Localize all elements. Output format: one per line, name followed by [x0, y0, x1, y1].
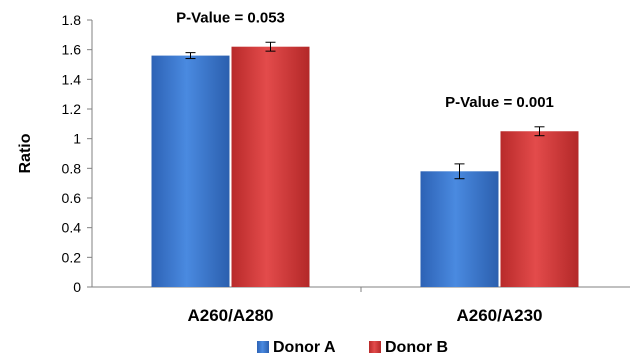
- p-value-annotation: P-Value = 0.001: [445, 94, 554, 111]
- y-tick-label: 0.6: [62, 190, 82, 206]
- p-value-annotation: P-Value = 0.053: [176, 9, 285, 26]
- y-tick-label: 1.2: [62, 101, 82, 117]
- plot-area: 0 0.2 0.4 0.6 0.8 1 1.2 1.4 1.6 1.8 Ratio A260/A280…: [17, 9, 630, 325]
- bar-donor-a: [420, 171, 499, 287]
- bar-donor-a: [151, 55, 230, 287]
- x-tick-label: A260/A230: [456, 306, 542, 325]
- y-tick-label: 1.6: [62, 42, 82, 58]
- legend-swatch-donor-a: [257, 341, 269, 353]
- y-tick-label: 1.4: [62, 71, 82, 87]
- y-tick-label: 1: [73, 131, 81, 147]
- legend-label-donor-b: Donor B: [385, 339, 448, 356]
- bar-donor-b: [231, 46, 310, 288]
- y-tick-label: 1.8: [62, 12, 82, 28]
- y-axis-title: Ratio: [17, 133, 34, 173]
- legend: Donor A Donor B: [257, 339, 448, 356]
- y-tick-label: 0.8: [62, 160, 82, 176]
- x-tick-label: A260/A280: [187, 306, 273, 325]
- y-tick-label: 0: [73, 279, 81, 295]
- y-tick-label: 0.4: [62, 220, 82, 236]
- legend-swatch-donor-b: [369, 341, 381, 353]
- y-tick-label: 0.2: [62, 249, 82, 265]
- bar-donor-b: [500, 131, 579, 287]
- legend-label-donor-a: Donor A: [273, 339, 336, 356]
